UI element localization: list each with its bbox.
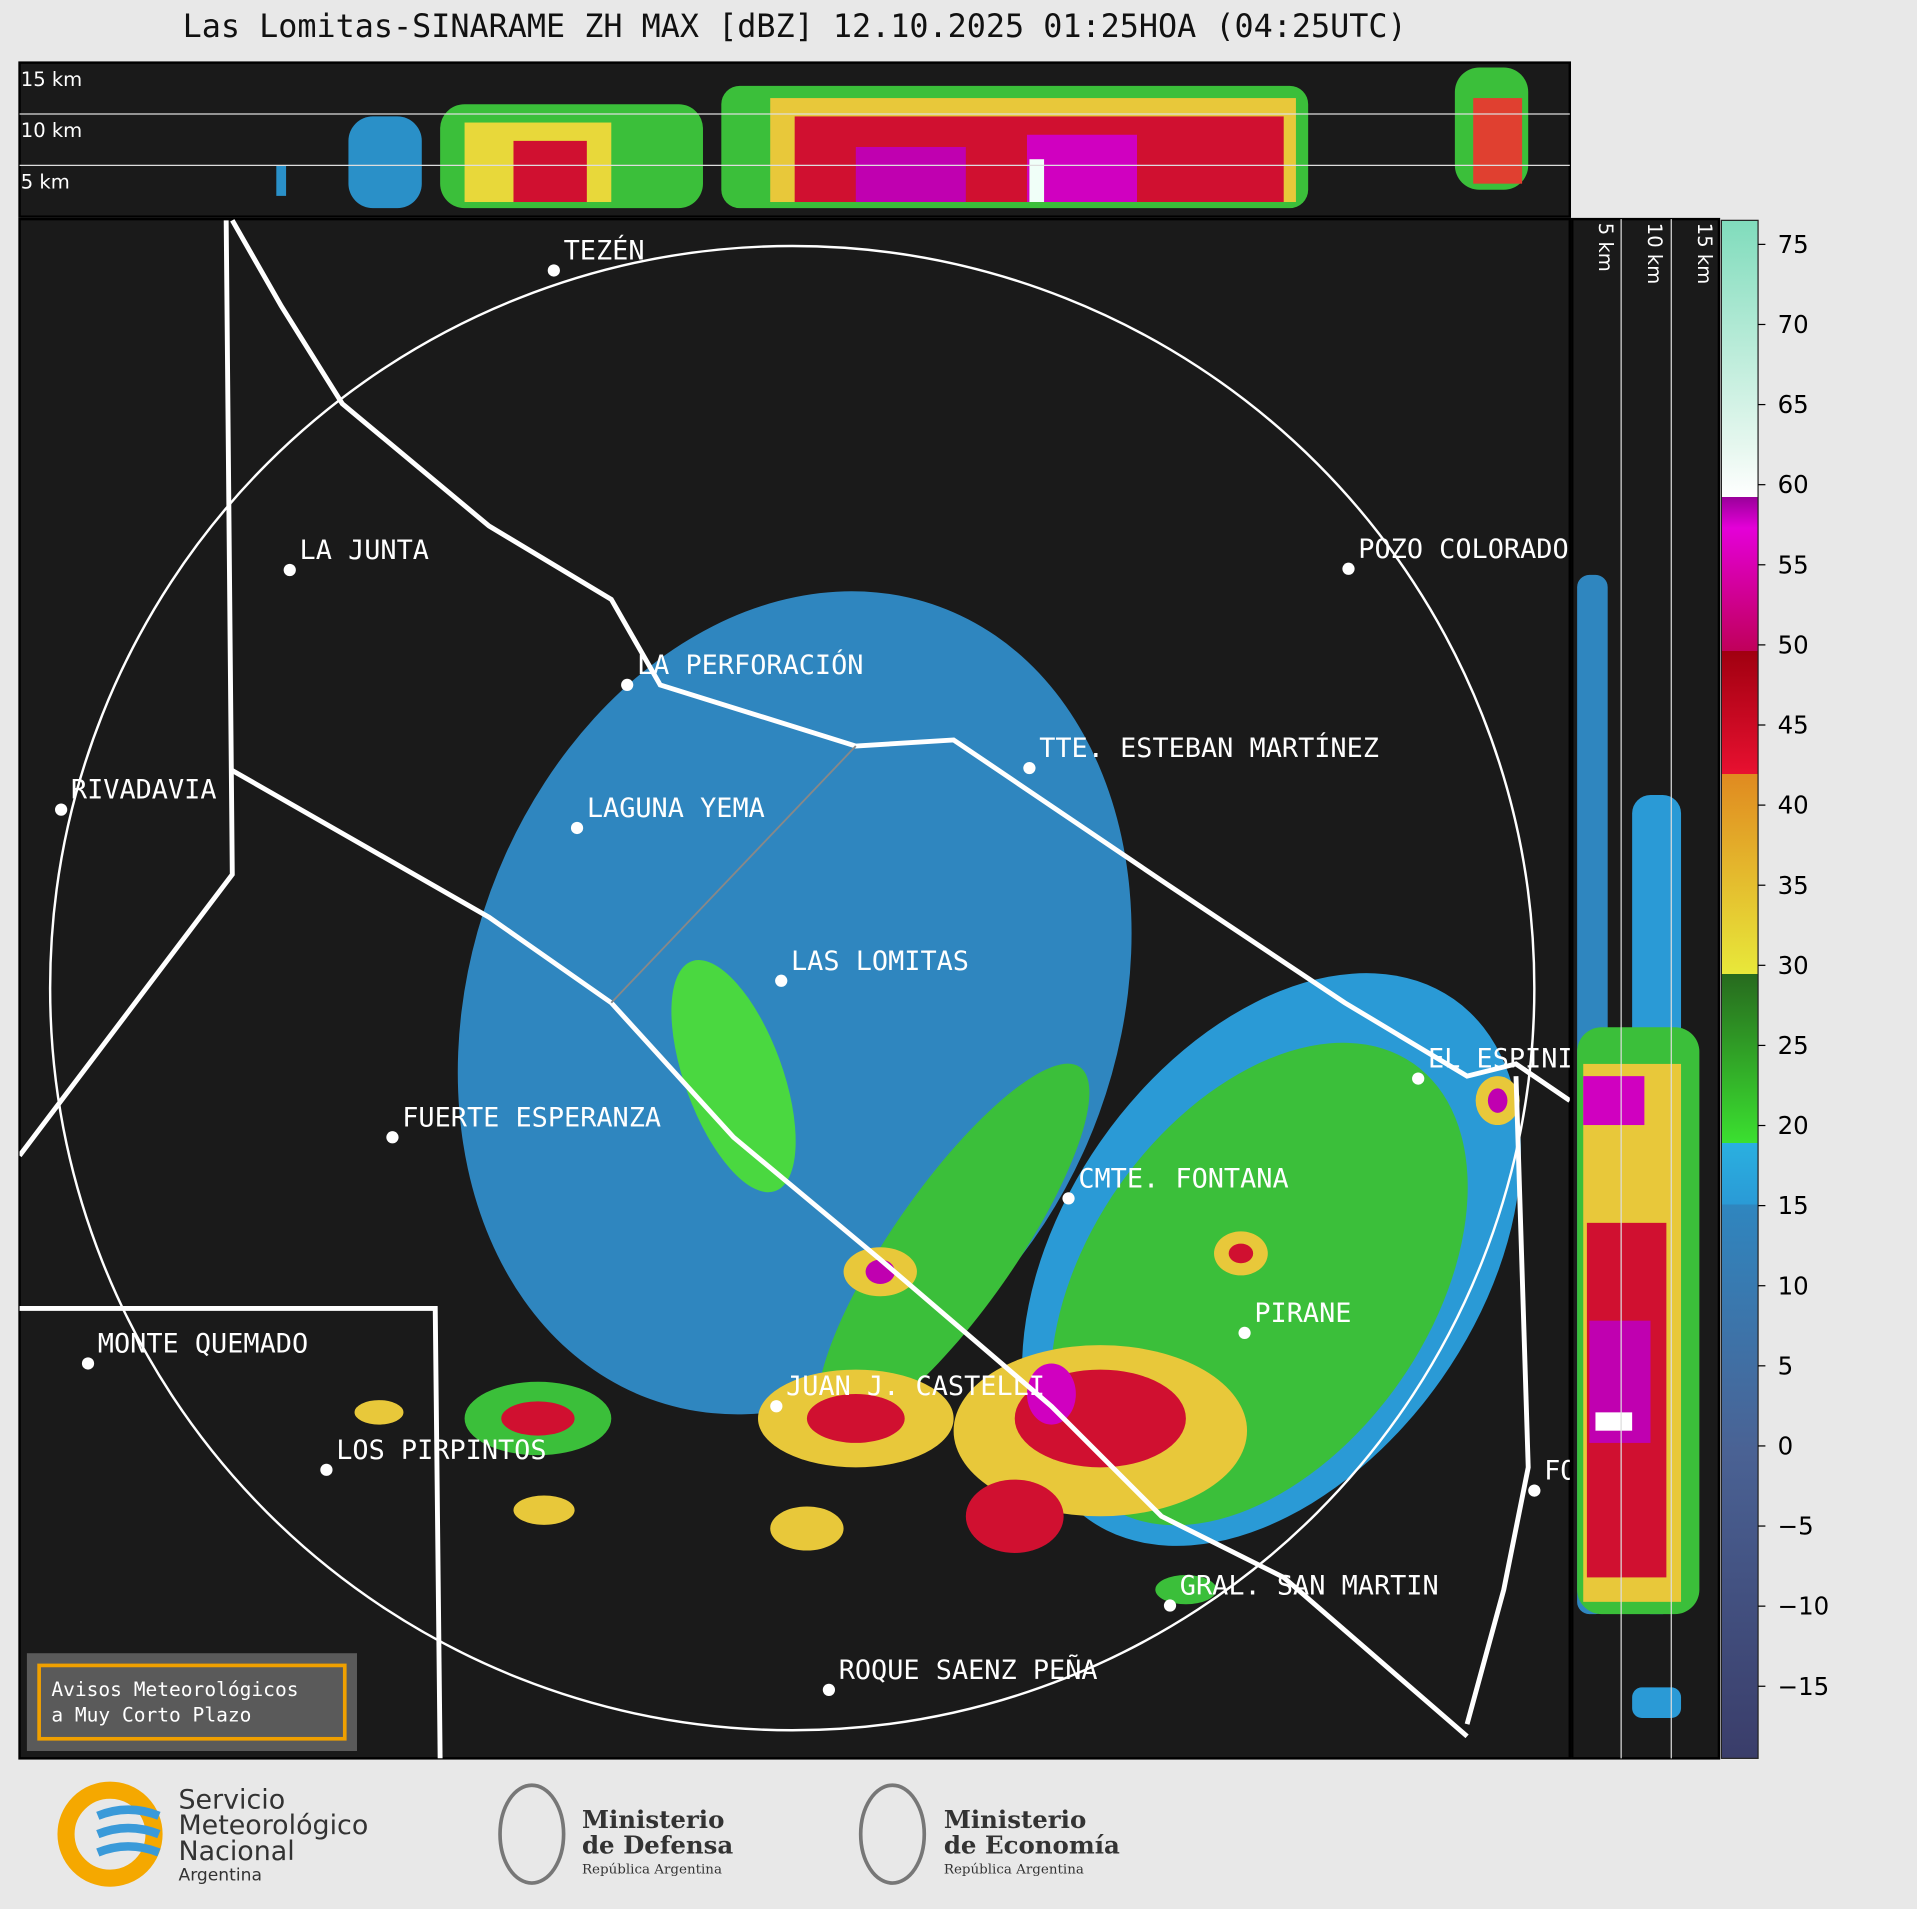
city-dot — [386, 1131, 399, 1144]
city-label: FUERTE ESPERANZA — [402, 1102, 661, 1133]
city-dot — [822, 1683, 836, 1696]
city-label: ROQUE SAENZ PEÑA — [839, 1654, 1098, 1686]
logo-text: Ministerio — [582, 1805, 724, 1834]
colorbar-tick-label: 30 — [1778, 951, 1809, 980]
city-dot — [1023, 761, 1036, 775]
city-dot — [1062, 1192, 1075, 1205]
colorbar-tick-label: 0 — [1778, 1431, 1794, 1460]
city-dot — [283, 563, 296, 577]
logo-text: República Argentina — [944, 1862, 1084, 1877]
city-label: FORMOSA — [1544, 1456, 1657, 1487]
warning-frame — [37, 1663, 347, 1741]
height-label: 10 km — [21, 119, 82, 142]
logo-text: Argentina — [178, 1866, 261, 1886]
side-echoes — [1577, 574, 1700, 1718]
logo-text: Meteorológico — [178, 1810, 368, 1841]
colorbar-tick-label: 50 — [1778, 630, 1809, 659]
city-label: LAS LOMITAS — [791, 946, 969, 977]
defensa-logo: Ministerio de Defensa República Argentin… — [498, 1783, 733, 1885]
top-echoes — [276, 67, 1529, 209]
title: Las Lomitas-SINARAME ZH MAX [dBZ] 12.10.… — [183, 9, 1407, 45]
colorbar-tick-label: 45 — [1778, 711, 1809, 740]
logo-text: Ministerio — [944, 1805, 1086, 1834]
city-label: RIVADAVIA — [71, 775, 217, 806]
city-label: TEZÉN — [564, 234, 645, 266]
height-label: 15 km — [21, 68, 82, 91]
colorbar — [1720, 219, 1759, 1759]
range-ring — [48, 244, 1536, 1732]
city-label: PIRANE — [1254, 1298, 1351, 1329]
city-label: LA JUNTA — [300, 535, 429, 566]
warning-text: Avisos Meteorológicos — [51, 1678, 298, 1701]
city-label: LA PERFORACIÓN — [637, 649, 864, 681]
city-dot — [1412, 1072, 1425, 1085]
colorbar-tick-label: 25 — [1778, 1031, 1809, 1060]
radar-echoes — [19, 219, 1570, 1759]
colorbar-tick-label: 35 — [1778, 871, 1809, 900]
logo-text: Nacional — [178, 1836, 294, 1867]
economia-logo: Ministerio de Economía República Argenti… — [858, 1783, 1120, 1885]
colorbar-tick-label: −15 — [1778, 1672, 1830, 1701]
city-dot — [1528, 1484, 1541, 1497]
city-dot — [1238, 1326, 1251, 1340]
city-dot — [770, 1400, 783, 1413]
height-label: 15 km — [1693, 223, 1716, 284]
city-label: EL ESPINILLO — [1428, 1044, 1622, 1075]
city-dot — [320, 1463, 333, 1476]
city-dot — [55, 803, 68, 816]
city-dot — [1342, 562, 1355, 575]
logo-text: de Economía — [944, 1831, 1120, 1860]
colorbar-tick-label: 75 — [1778, 230, 1809, 259]
height-label: 5 km — [21, 171, 70, 194]
logo-text: de Defensa — [582, 1831, 733, 1860]
city-dot — [775, 974, 788, 987]
colorbar-tick-label: 65 — [1778, 390, 1809, 419]
city-dot — [81, 1357, 95, 1370]
height-label: 10 km — [1643, 223, 1666, 284]
logo-text: Servicio — [178, 1784, 285, 1815]
city-label: GRAL. SAN MARTIN — [1180, 1571, 1439, 1602]
colorbar-tick-label: 60 — [1778, 470, 1809, 499]
colorbar-tick-label: 10 — [1778, 1271, 1809, 1300]
height-label: 5 km — [1594, 223, 1617, 272]
warning-box — [26, 1653, 357, 1752]
colorbar-tick-label: 5 — [1778, 1351, 1794, 1380]
city-label: LAGUNA YEMA — [587, 793, 765, 824]
colorbar-tick-label: 55 — [1778, 550, 1809, 579]
logo-text: República Argentina — [582, 1862, 722, 1877]
city-label: JUAN J. CASTELLI — [786, 1371, 1045, 1402]
city-dot — [1163, 1599, 1177, 1612]
city-label: TTE. ESTEBAN MARTÍNEZ — [1039, 732, 1379, 764]
colorbar-tick-label: 70 — [1778, 310, 1809, 339]
city-dot — [570, 821, 584, 835]
city-label: POZO COLORADO — [1358, 534, 1568, 565]
city-label: LOS PIRPINTOS — [336, 1435, 546, 1466]
city-label: CMTE. FONTANA — [1078, 1163, 1288, 1194]
colorbar-tick-label: −10 — [1778, 1592, 1830, 1621]
colorbar-tick-label: −5 — [1778, 1512, 1814, 1541]
smn-logo: Servicio Meteorológico Nacional Argentin… — [57, 1781, 368, 1887]
colorbar-tick-label: 20 — [1778, 1111, 1809, 1140]
city-label: MONTE QUEMADO — [98, 1328, 308, 1359]
city-dot — [547, 264, 560, 277]
city-dot — [621, 678, 634, 692]
colorbar-tick-label: 15 — [1778, 1191, 1809, 1220]
colorbar-tick-label: 40 — [1778, 791, 1809, 820]
warning-text: a Muy Corto Plazo — [51, 1704, 251, 1727]
